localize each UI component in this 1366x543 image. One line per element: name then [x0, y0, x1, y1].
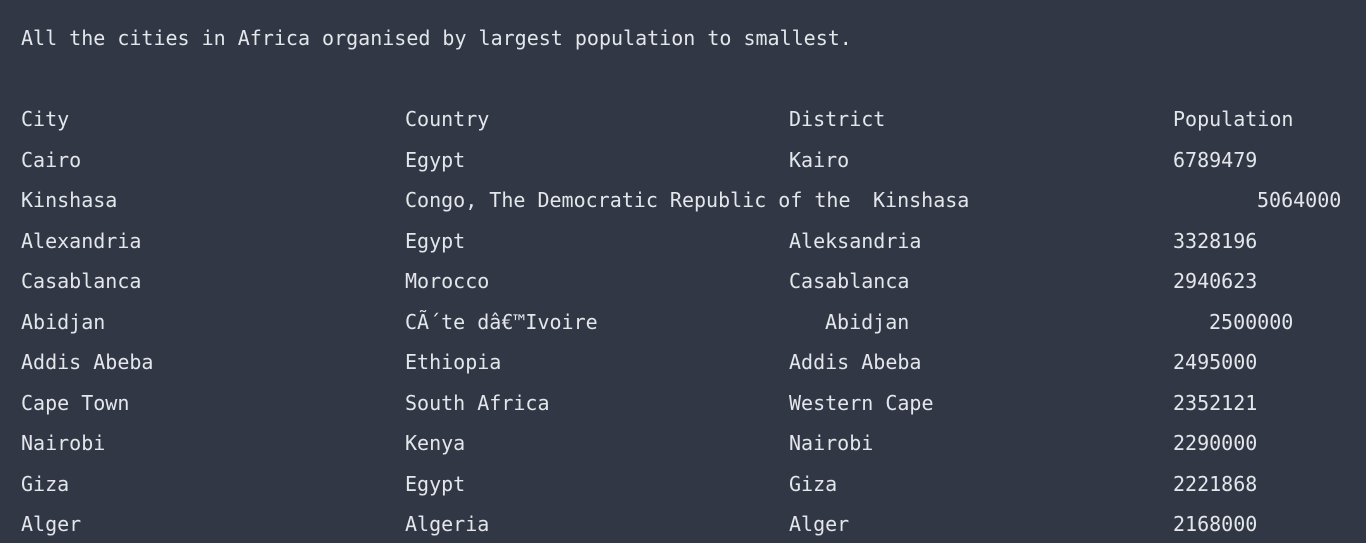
cell-district: Kinshasa — [873, 188, 970, 212]
cell-city: Kinshasa — [21, 188, 118, 212]
cell-district: Casablanca — [789, 269, 910, 293]
cell-city: Cape Town — [21, 391, 130, 415]
cell-city: Nairobi — [21, 431, 106, 455]
cell-city: Alexandria — [21, 229, 142, 253]
cell-population: 2221868 — [1173, 472, 1258, 496]
cell-district: Giza — [789, 472, 838, 496]
cell-population: 5064000 — [1257, 188, 1342, 212]
cell-population: 2352121 — [1173, 391, 1258, 415]
intro-text: All the cities in Africa organised by la… — [21, 26, 852, 50]
table-row: Cape Town South Africa Western Cape 2352… — [0, 391, 1366, 415]
cell-country: South Africa — [405, 391, 550, 415]
cell-city: Alger — [21, 512, 82, 536]
cell-country: Morocco — [405, 269, 490, 293]
cell-district: Nairobi — [789, 431, 874, 455]
cell-city: Addis Abeba — [21, 350, 154, 374]
header-country: Country — [405, 107, 490, 131]
header-district: District — [789, 107, 886, 131]
cell-population: 2500000 — [1209, 310, 1294, 334]
cell-city: Cairo — [21, 148, 82, 172]
cell-population: 2290000 — [1173, 431, 1258, 455]
table-row: Abidjan CÃ´te dâ€™Ivoire Abidjan 2500000 — [0, 310, 1366, 334]
table-row: Addis Abeba Ethiopia Addis Abeba 2495000 — [0, 350, 1366, 374]
cell-district: Western Cape — [789, 391, 934, 415]
table-row: Giza Egypt Giza 2221868 — [0, 472, 1366, 496]
cell-country: Congo, The Democratic Republic of the — [405, 188, 851, 212]
cell-country: Egypt — [405, 148, 466, 172]
cell-city: Casablanca — [21, 269, 142, 293]
cell-population: 2168000 — [1173, 512, 1258, 536]
header-city: City — [21, 107, 70, 131]
cell-country: CÃ´te dâ€™Ivoire — [405, 310, 598, 334]
cell-district: Addis Abeba — [789, 350, 922, 374]
table-row: Kinshasa Congo, The Democratic Republic … — [0, 188, 1366, 212]
cell-country: Kenya — [405, 431, 466, 455]
table-row: Cairo Egypt Kairo 6789479 — [0, 148, 1366, 172]
cell-population: 2495000 — [1173, 350, 1258, 374]
table-row: Alger Algeria Alger 2168000 — [0, 512, 1366, 536]
cell-population: 2940623 — [1173, 269, 1258, 293]
cell-district: Alger — [789, 512, 850, 536]
cell-country: Algeria — [405, 512, 490, 536]
header-population: Population — [1173, 107, 1294, 131]
cell-city: Giza — [21, 472, 70, 496]
cell-district: Aleksandria — [789, 229, 922, 253]
cell-city: Abidjan — [21, 310, 106, 334]
cell-district: Kairo — [789, 148, 850, 172]
table-row: Alexandria Egypt Aleksandria 3328196 — [0, 229, 1366, 253]
table-header-row: City Country District Population — [0, 107, 1366, 131]
cell-country: Egypt — [405, 472, 466, 496]
table-row: Casablanca Morocco Casablanca 2940623 — [0, 269, 1366, 293]
cell-population: 6789479 — [1173, 148, 1258, 172]
cell-district: Abidjan — [825, 310, 910, 334]
cell-country: Egypt — [405, 229, 466, 253]
cell-country: Ethiopia — [405, 350, 502, 374]
table-row: Nairobi Kenya Nairobi 2290000 — [0, 431, 1366, 455]
cell-population: 3328196 — [1173, 229, 1258, 253]
